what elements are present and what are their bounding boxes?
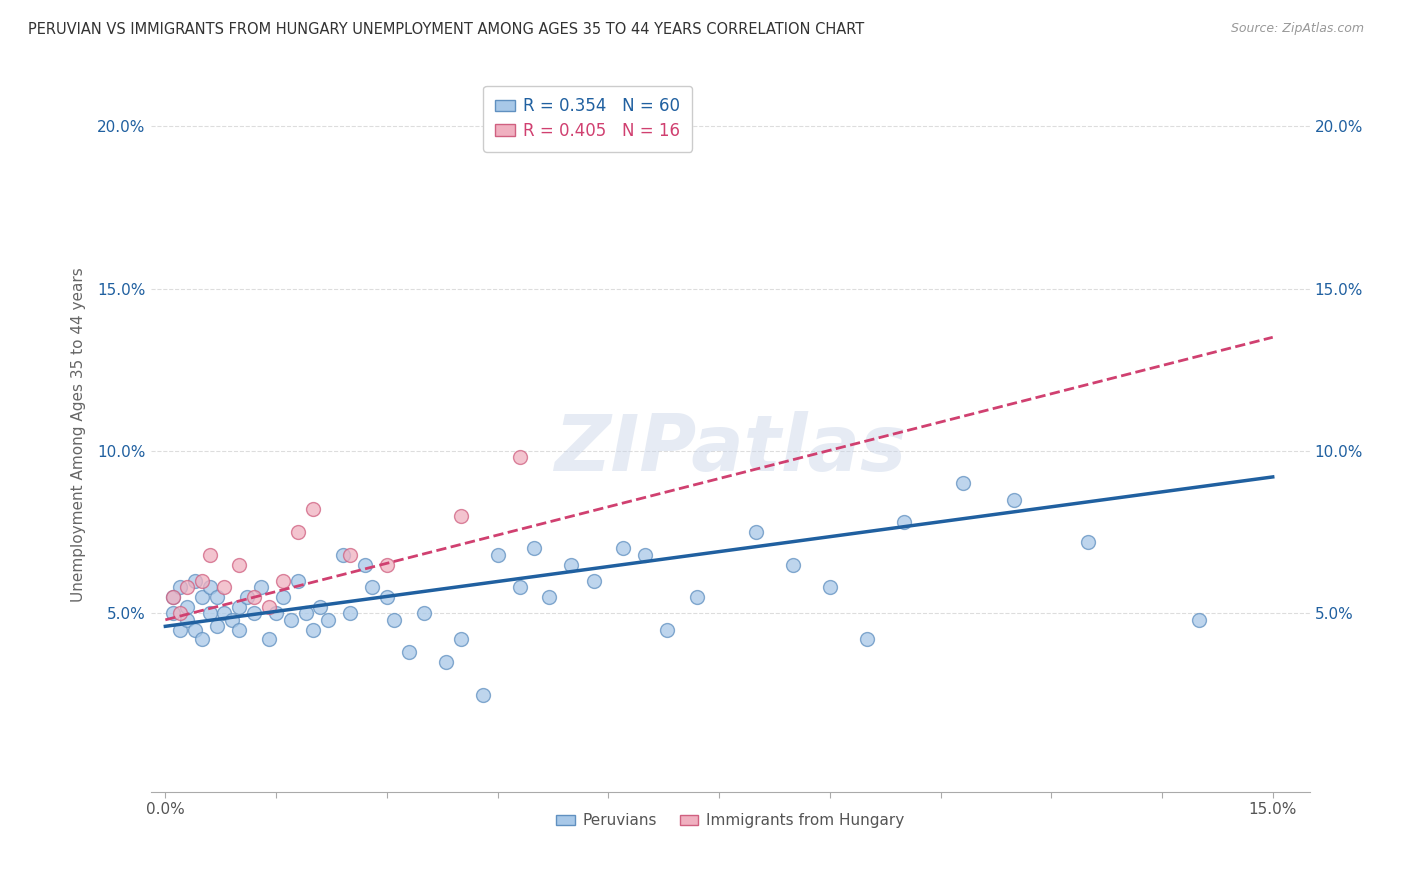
Point [214, 607, 236, 621]
Point [855, 632, 877, 647]
Point [162, 590, 184, 604]
Text: Source: ZipAtlas.com: Source: ZipAtlas.com [1230, 22, 1364, 36]
Point [1188, 613, 1211, 627]
Point [264, 607, 287, 621]
Point [450, 632, 472, 647]
Point [582, 574, 605, 588]
Point [412, 607, 434, 621]
Point [398, 645, 420, 659]
Point [214, 580, 236, 594]
Point [228, 599, 250, 614]
Point [198, 580, 221, 594]
Point [162, 590, 184, 604]
Point [191, 574, 214, 588]
Point [538, 590, 561, 604]
Point [294, 607, 316, 621]
Point [280, 613, 302, 627]
Point [235, 590, 257, 604]
Point [818, 580, 841, 594]
Point [523, 541, 546, 556]
Point [273, 574, 295, 588]
Point [228, 623, 250, 637]
Text: ZIPatlas: ZIPatlas [554, 411, 907, 487]
Point [952, 476, 974, 491]
Point [169, 580, 191, 594]
Point [221, 613, 243, 627]
Point [205, 590, 228, 604]
Point [339, 607, 361, 621]
Point [486, 548, 509, 562]
Point [361, 580, 384, 594]
Y-axis label: Unemployment Among Ages 35 to 44 years: Unemployment Among Ages 35 to 44 years [72, 268, 86, 602]
Point [250, 580, 273, 594]
Point [162, 607, 184, 621]
Point [198, 548, 221, 562]
Point [191, 632, 214, 647]
Point [339, 548, 361, 562]
Point [612, 541, 634, 556]
Point [316, 613, 339, 627]
Point [169, 607, 191, 621]
Point [560, 558, 582, 572]
Point [375, 558, 398, 572]
Point [332, 548, 354, 562]
Point [375, 590, 398, 604]
Legend: Peruvians, Immigrants from Hungary: Peruvians, Immigrants from Hungary [550, 807, 910, 834]
Point [243, 607, 266, 621]
Point [205, 619, 228, 633]
Point [302, 623, 325, 637]
Point [273, 590, 295, 604]
Point [634, 548, 657, 562]
Point [302, 502, 325, 516]
Point [176, 613, 198, 627]
Point [169, 623, 191, 637]
Point [191, 590, 214, 604]
Point [287, 525, 309, 540]
Point [1002, 492, 1025, 507]
Point [382, 613, 405, 627]
Point [309, 599, 332, 614]
Point [184, 574, 207, 588]
Point [686, 590, 709, 604]
Point [257, 632, 280, 647]
Text: PERUVIAN VS IMMIGRANTS FROM HUNGARY UNEMPLOYMENT AMONG AGES 35 TO 44 YEARS CORRE: PERUVIAN VS IMMIGRANTS FROM HUNGARY UNEM… [28, 22, 865, 37]
Point [657, 623, 679, 637]
Point [782, 558, 804, 572]
Point [509, 580, 531, 594]
Point [893, 516, 915, 530]
Point [471, 688, 494, 702]
Point [1077, 534, 1099, 549]
Point [198, 607, 221, 621]
Point [243, 590, 266, 604]
Point [434, 655, 457, 669]
Point [184, 623, 207, 637]
Point [228, 558, 250, 572]
Point [745, 525, 768, 540]
Point [176, 599, 198, 614]
Point [353, 558, 375, 572]
Point [287, 574, 309, 588]
Point [509, 450, 531, 465]
Point [450, 508, 472, 523]
Point [176, 580, 198, 594]
Point [257, 599, 280, 614]
